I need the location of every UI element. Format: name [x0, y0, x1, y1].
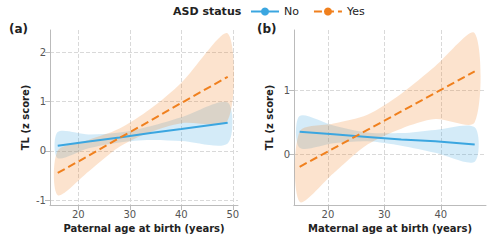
- svg-text:0: 0: [284, 149, 290, 160]
- svg-text:0: 0: [40, 145, 46, 156]
- svg-text:20: 20: [322, 209, 335, 220]
- svg-text:1: 1: [284, 85, 290, 96]
- svg-text:Yes: Yes: [346, 5, 365, 18]
- svg-text:40: 40: [175, 209, 188, 220]
- svg-text:(a): (a): [9, 22, 28, 36]
- svg-text:30: 30: [378, 209, 391, 220]
- svg-text:50: 50: [226, 209, 239, 220]
- svg-text:No: No: [284, 5, 299, 18]
- svg-text:20: 20: [72, 209, 85, 220]
- svg-text:TL (z score): TL (z score): [20, 85, 31, 151]
- svg-text:Maternal age at birth (years): Maternal age at birth (years): [308, 223, 472, 234]
- svg-text:40: 40: [434, 209, 447, 220]
- svg-text:-1: -1: [36, 195, 46, 206]
- svg-text:2: 2: [40, 47, 46, 58]
- svg-text:ASD status: ASD status: [173, 5, 242, 18]
- svg-text:(b): (b): [257, 22, 277, 36]
- svg-text:1: 1: [40, 96, 46, 107]
- svg-text:TL (z score): TL (z score): [264, 85, 275, 151]
- svg-text:30: 30: [123, 209, 136, 220]
- svg-text:Paternal age at birth (years): Paternal age at birth (years): [63, 223, 224, 234]
